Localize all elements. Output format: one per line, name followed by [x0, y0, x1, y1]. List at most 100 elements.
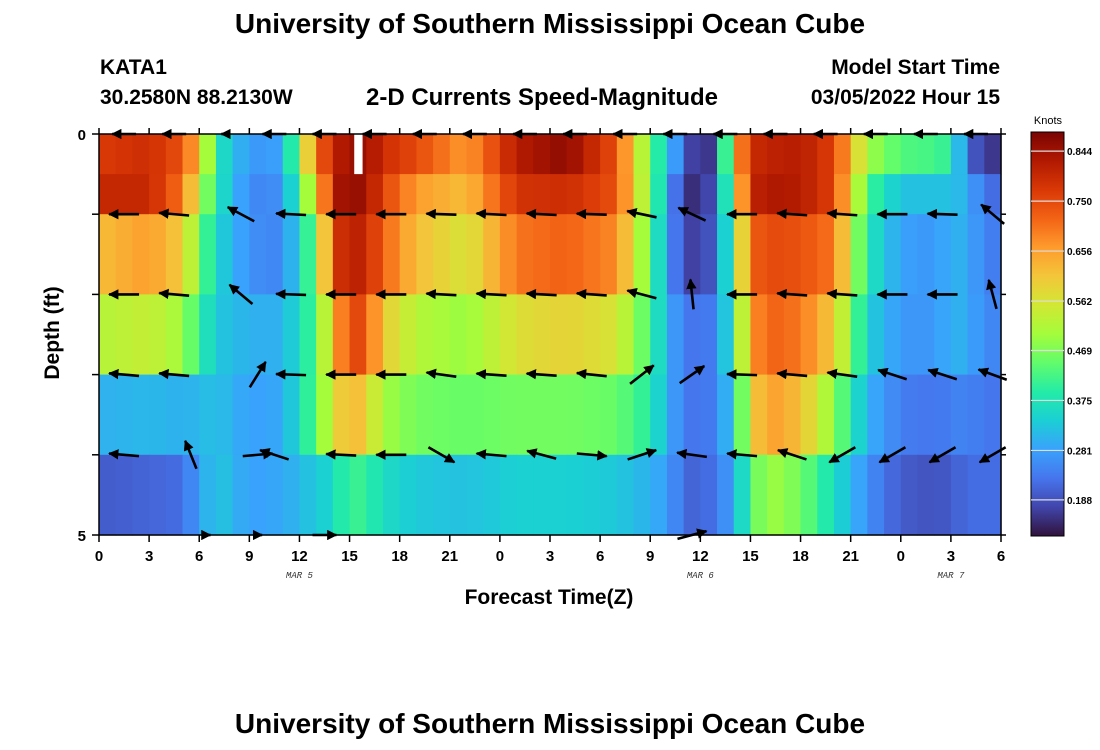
current-vector [158, 368, 190, 380]
heatmap-cell [416, 374, 434, 456]
current-vector [826, 208, 858, 219]
current-vector [627, 448, 658, 461]
colorbar-tick-label: 0.844 [1067, 147, 1092, 158]
heatmap-cell [566, 454, 584, 536]
heatmap-cell [299, 454, 317, 536]
current-vector [275, 289, 307, 300]
heatmap-cell [99, 454, 117, 536]
current-vector [158, 208, 190, 219]
heatmap-cell [683, 214, 701, 295]
heatmap-cell [466, 174, 484, 215]
heatmap-cell [416, 174, 434, 215]
date-label: MAR 5 [286, 571, 314, 581]
current-vector [576, 450, 608, 461]
heatmap-cell [533, 454, 551, 536]
heatmap-cell [783, 374, 802, 456]
heatmap-cell [767, 374, 785, 456]
x-tick-label: 15 [742, 548, 759, 565]
current-vector [525, 288, 557, 300]
heatmap-cell [249, 174, 267, 215]
heatmap-cell [600, 294, 618, 376]
heatmap-cell [917, 214, 935, 295]
heatmap-cell [516, 294, 534, 376]
current-vector [275, 208, 307, 220]
heatmap-cell [332, 174, 351, 215]
heatmap-cell [850, 374, 868, 456]
heatmap-cell [817, 294, 835, 376]
heatmap-cell [950, 174, 969, 215]
heatmap-cell [967, 454, 985, 536]
heatmap-cell [516, 454, 534, 536]
heatmap-cell [750, 174, 768, 215]
current-vector [626, 287, 657, 300]
heatmap-cell [767, 454, 785, 536]
heatmap-cell [917, 454, 935, 536]
heatmap-cell [349, 174, 367, 215]
heatmap-cell [215, 374, 234, 456]
current-vector [425, 288, 457, 300]
heatmap-cell [466, 134, 484, 175]
heatmap-cell [800, 174, 818, 215]
heatmap-cell [633, 294, 651, 376]
heatmap-cell [850, 174, 868, 215]
heatmap-cell [165, 174, 184, 215]
current-vector [425, 368, 457, 379]
heatmap-cell [683, 294, 701, 376]
colorbar-tick-label: 0.656 [1067, 247, 1092, 258]
current-vector [526, 448, 557, 460]
heatmap-cell [583, 134, 601, 175]
current-vector [525, 208, 557, 220]
heatmap-cell [182, 374, 200, 456]
heatmap-cell [232, 374, 250, 456]
current-vector [677, 206, 707, 222]
heatmap-cell [316, 214, 334, 295]
heatmap-cell [867, 454, 885, 536]
heatmap-cell [717, 294, 735, 376]
heatmap-cell [115, 214, 133, 295]
heatmap-cell [867, 174, 885, 215]
station-coordinates: 30.2580N 88.2130W [100, 86, 293, 109]
heatmap-cell [316, 174, 334, 215]
heatmap-cell [783, 214, 802, 295]
heatmap-cell [984, 374, 1002, 456]
heatmap-cell [733, 174, 752, 215]
heatmap-cell [767, 214, 785, 295]
plot-title: 2-D Currents Speed-Magnitude [366, 84, 719, 111]
heatmap-cell [149, 134, 167, 175]
heatmap-cell [833, 294, 852, 376]
heatmap-cell [700, 374, 718, 456]
current-vector [726, 449, 758, 460]
x-tick-label: 6 [596, 548, 604, 565]
heatmap-cell [934, 134, 952, 175]
heatmap-cell [616, 294, 635, 376]
heatmap-cell [666, 454, 685, 536]
heatmap-cell [282, 374, 301, 456]
y-tick-label: 0 [78, 127, 86, 144]
heatmap-cell [583, 374, 601, 456]
y-tick-label: 5 [78, 528, 86, 545]
current-vector [475, 208, 507, 220]
heatmap-cell [800, 214, 818, 295]
x-tick-label: 3 [546, 548, 554, 565]
heatmap-cell [833, 174, 852, 215]
current-vector [726, 369, 758, 380]
heatmap-cell [215, 214, 234, 295]
heatmap-cell [733, 454, 752, 536]
heatmap-cell [833, 214, 852, 295]
heatmap-cell [115, 374, 133, 456]
heatmap-cell [215, 294, 234, 376]
heatmap-cell [666, 374, 685, 456]
heatmap-cell [99, 294, 117, 376]
current-vector [878, 446, 907, 464]
current-vector [226, 206, 255, 223]
heatmap-cell [299, 294, 317, 376]
heatmap-cell [817, 454, 835, 536]
heatmap-cell [332, 294, 351, 376]
heatmap-cell [433, 214, 451, 295]
heatmap-cell [165, 214, 184, 295]
heatmap-cell [299, 134, 317, 175]
heatmap-cell [199, 134, 217, 175]
heatmap-cell [416, 294, 434, 376]
heatmap-cell [850, 134, 868, 175]
heatmap-cell [884, 454, 902, 536]
